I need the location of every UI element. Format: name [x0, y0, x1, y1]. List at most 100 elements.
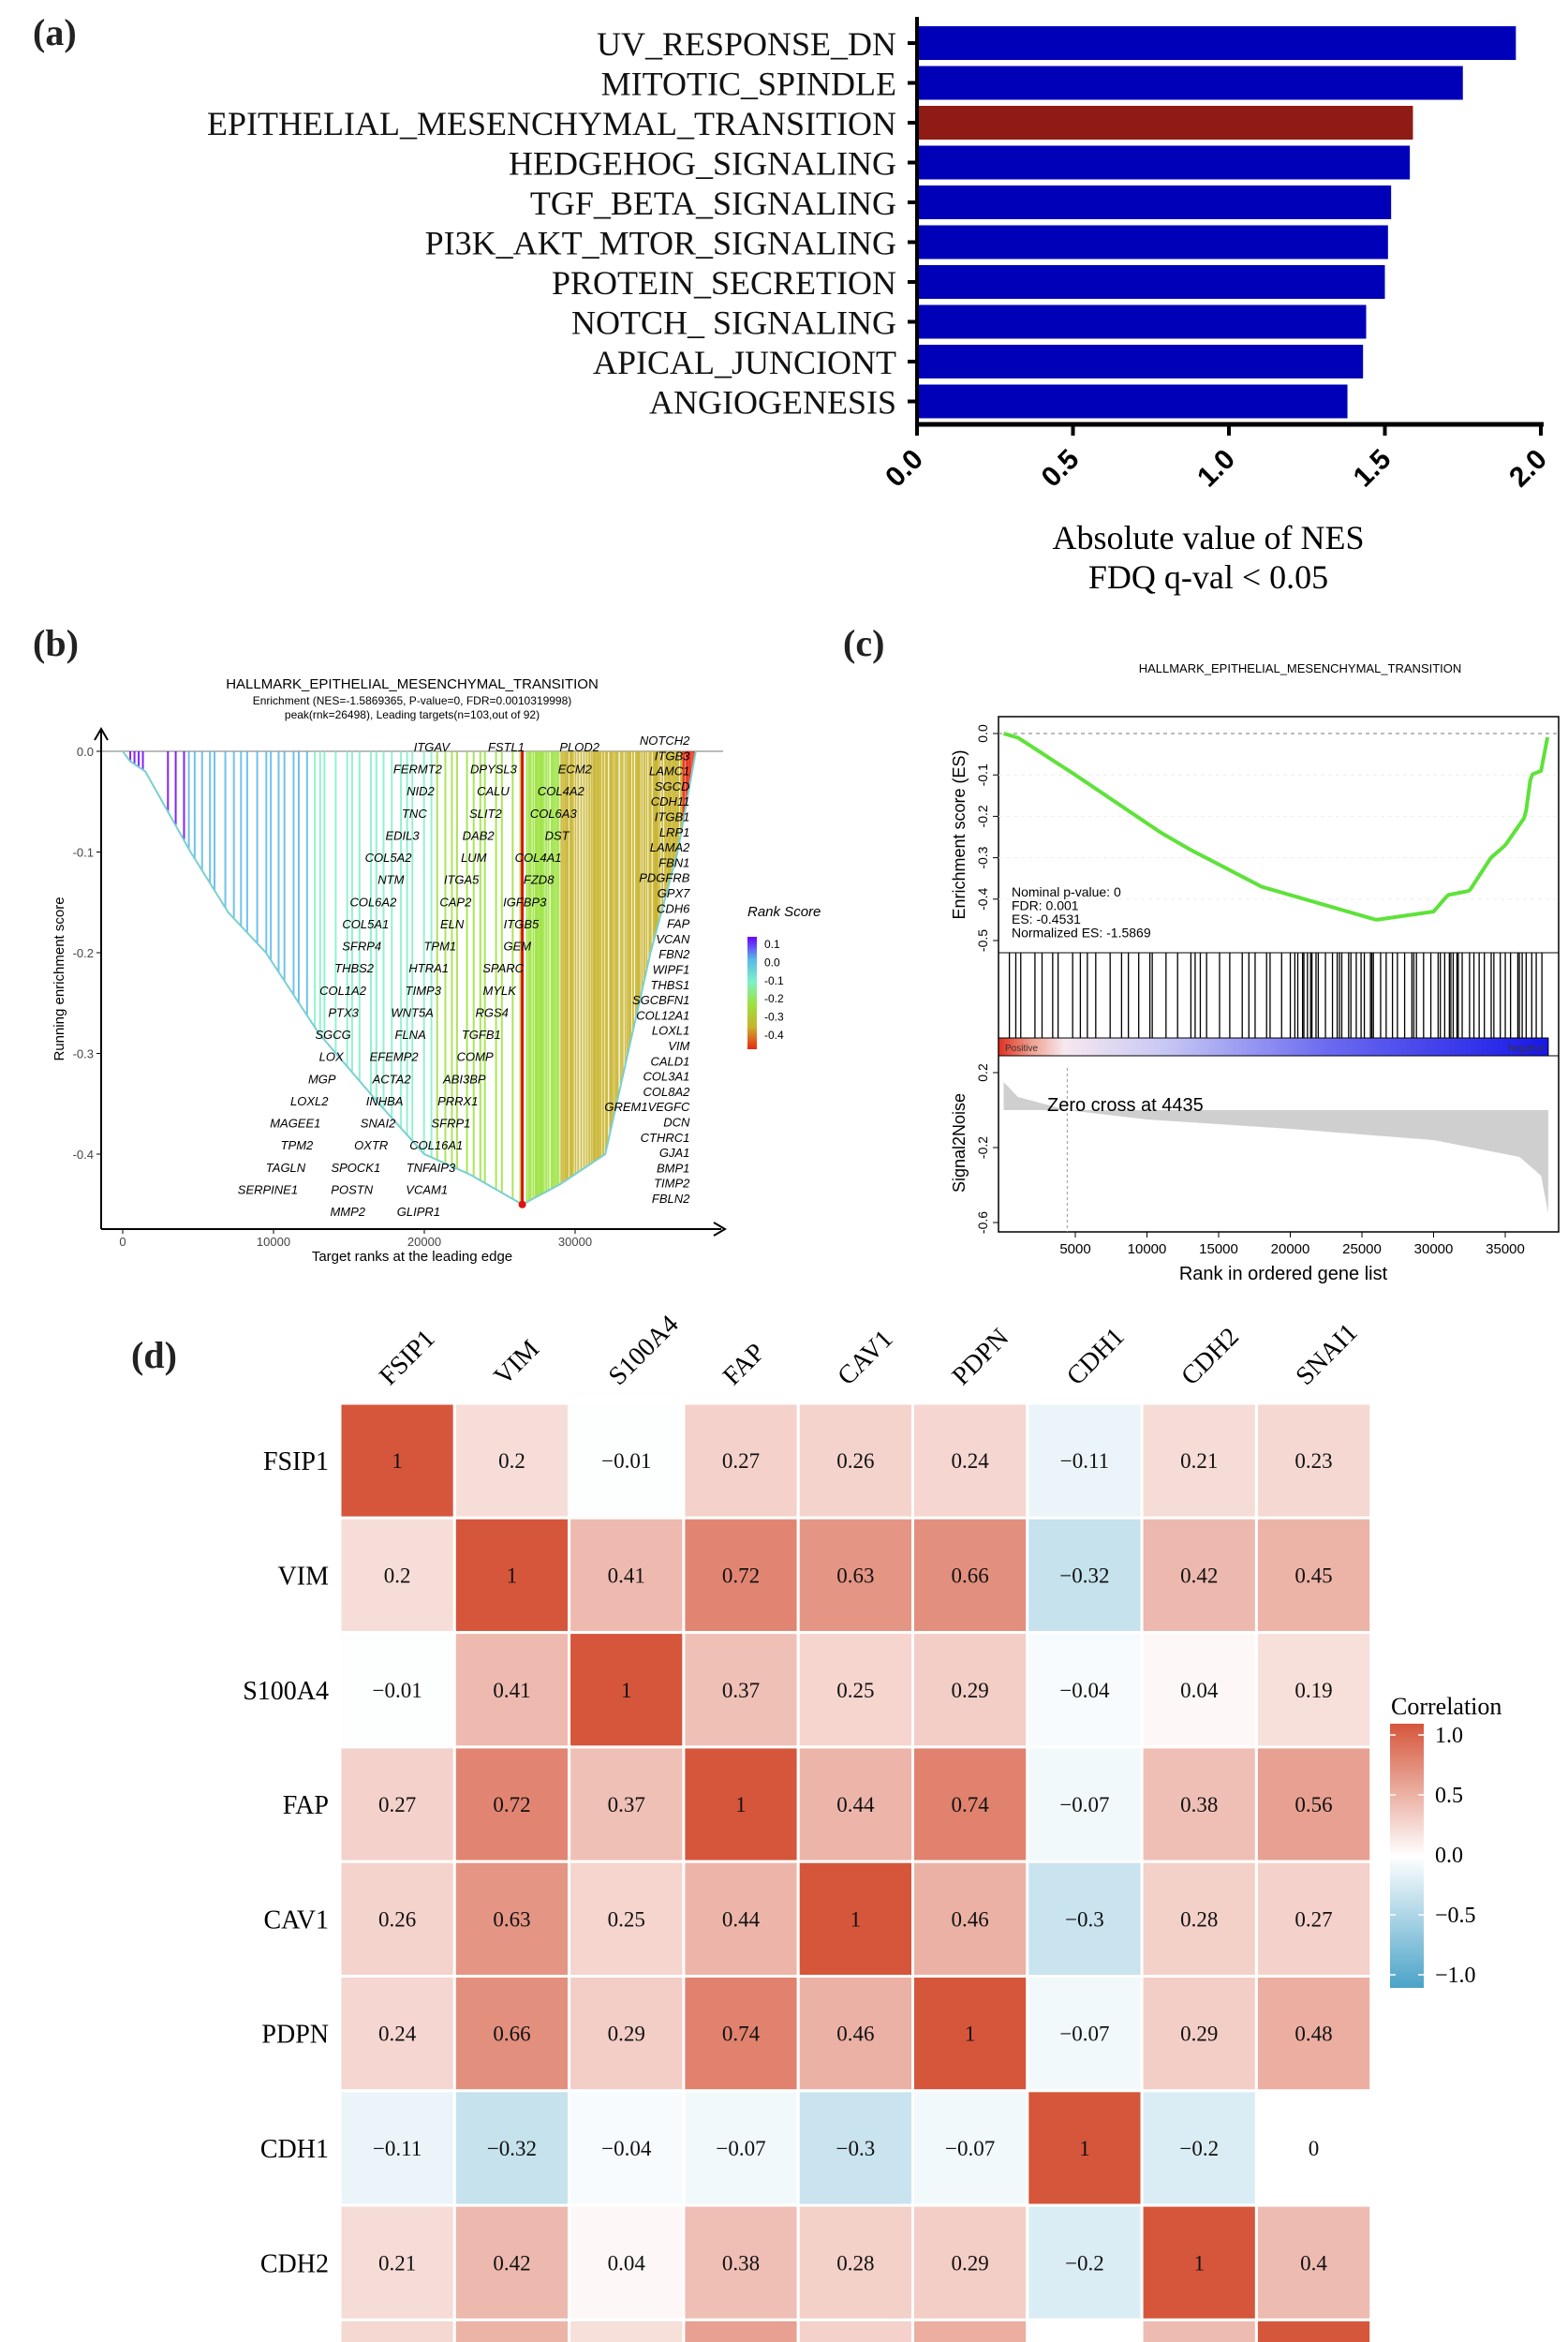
gene-label: COL16A1 [409, 1138, 463, 1152]
heatmap-cell [452, 1975, 571, 2093]
heatmap-cell [796, 1631, 915, 1749]
cell-value: −0.07 [1059, 2023, 1109, 2046]
cell-value: 0.26 [836, 1449, 874, 1473]
cell-value: 0.48 [1294, 2023, 1332, 2046]
x-axis-label: FDQ q-val < 0.05 [1088, 558, 1328, 596]
gene-label: LAMA2 [650, 840, 690, 854]
gene-label: SERPINE1 [238, 1182, 298, 1196]
heatmap-cell [796, 1860, 915, 1978]
rank-colorbar [998, 1037, 1549, 1057]
column-label: FAP [717, 1338, 771, 1391]
x-tick-label: 10000 [1128, 1241, 1167, 1257]
y-tick-label: -0.6 [975, 1211, 990, 1234]
cell-value: 0.19 [1294, 1679, 1332, 1702]
gene-label: COL1A2 [319, 984, 367, 998]
gene-label: CALU [477, 784, 510, 798]
x-tick-label: 5000 [1059, 1241, 1090, 1257]
gene-label: GEM [504, 940, 532, 954]
cell-value: 1 [621, 1679, 632, 1702]
cell-value: −0.01 [373, 1679, 422, 1702]
gene-label: FBN2 [658, 947, 690, 961]
gene-label: DCN [663, 1116, 690, 1130]
category-label: UV_RESPONSE_DN [597, 25, 896, 63]
zero-cross-label: Zero cross at 4435 [1047, 1095, 1204, 1116]
y-tick-label: 0.0 [77, 745, 94, 759]
x-tick-label: 15000 [1199, 1241, 1238, 1257]
cell-value: 0.74 [952, 1793, 990, 1816]
gene-label: COL4A2 [538, 784, 585, 798]
gene-label: THBS2 [334, 961, 375, 975]
x-axis-label: Absolute value of NES [1053, 519, 1365, 556]
cell-value: −0.11 [373, 2137, 422, 2160]
x-tick-label: 0 [119, 1235, 126, 1249]
gene-label: RGS4 [475, 1005, 508, 1019]
gene-label: POSTN [331, 1182, 373, 1196]
x-tick-label: 0.5 [1036, 444, 1086, 494]
y-tick-label: -0.5 [975, 929, 990, 952]
heatmap-cell [1026, 1631, 1144, 1749]
row-label: FSIP1 [263, 1447, 329, 1476]
category-label: PROTEIN_SECRETION [552, 264, 896, 302]
row-label: S100A4 [243, 1677, 329, 1706]
cell-value: −0.3 [836, 2137, 875, 2160]
row-label: VIM [278, 1562, 330, 1591]
heatmap-cell [1254, 1516, 1373, 1635]
gene-label: HTRA1 [408, 961, 449, 975]
stat-text: ES: -0.4531 [1012, 912, 1081, 926]
heatmap-cell [682, 1631, 800, 1749]
cell-value: 0.45 [1294, 1564, 1332, 1587]
heatmap-cell [452, 2089, 571, 2207]
gene-label: ABI3BP [442, 1072, 486, 1086]
gene-label: ELN [440, 917, 465, 931]
gene-label: GPX7 [658, 886, 690, 900]
cell-value: 0.25 [608, 1907, 645, 1931]
heatmap-cell [911, 1401, 1029, 1519]
cell-value: 0.56 [1294, 1793, 1332, 1816]
gene-label: DPYSL3 [470, 763, 518, 777]
cell-value: 0.37 [608, 1793, 645, 1816]
x-tick-label: 35000 [1486, 1241, 1525, 1257]
gene-label: GLIPR1 [397, 1205, 440, 1219]
gene-label: COMP [457, 1050, 494, 1064]
cell-value: 0.2 [498, 1449, 525, 1473]
gene-label: MGP [308, 1072, 336, 1086]
cell-value: −0.11 [1060, 1449, 1109, 1473]
heatmap-cell [568, 1516, 686, 1635]
legend-colorbar [747, 937, 757, 1049]
x-tick-label: 2.0 [1503, 444, 1553, 494]
heatmap-cell [796, 1516, 915, 1635]
bar [917, 185, 1392, 219]
cell-value: 0.04 [1180, 1679, 1219, 1702]
x-tick-label: 1.0 [1191, 444, 1241, 494]
heatmap-cell [796, 2089, 915, 2207]
legend-title: Correlation [1391, 1693, 1501, 1720]
gene-label: SPOCK1 [331, 1161, 380, 1175]
heatmap-cell [1254, 1860, 1373, 1978]
stat-text: FDR: 0.001 [1012, 898, 1079, 913]
heatmap-cell [1026, 1745, 1144, 1863]
heatmap-cell [452, 2318, 571, 2342]
gene-label: INHBA [366, 1094, 404, 1108]
gene-label: TPM2 [281, 1138, 314, 1152]
heatmap-cell [1140, 2318, 1258, 2342]
gene-label: FBN1 [658, 855, 689, 869]
gene-label: COL8A2 [643, 1085, 690, 1099]
legend-colorbar [1390, 1724, 1424, 1988]
heatmap-cell [338, 1975, 456, 2093]
gene-label: THBS1 [650, 978, 689, 992]
gene-label: PTX3 [328, 1005, 359, 1019]
category-label: HEDGEHOG_SIGNALING [509, 145, 896, 183]
bar [917, 66, 1463, 100]
positive-label: Positive [1005, 1044, 1038, 1054]
gene-label: CDH11 [651, 794, 690, 808]
bar [917, 26, 1516, 60]
cell-value: −0.32 [487, 2137, 537, 2160]
gene-label: SFRP1 [431, 1117, 470, 1131]
gene-label: COL6A2 [349, 895, 397, 909]
gene-label: LOXL2 [290, 1094, 329, 1108]
heatmap-cell [911, 2318, 1029, 2342]
panel-d-correlation-heatmap: FSIP1 1 0.2 −0.01 0.27 0.26 0.24 −0.11 0.21 0.23V… [243, 1310, 1501, 2342]
gene-label: TPM1 [423, 940, 456, 954]
cell-value: 1 [1194, 2251, 1206, 2275]
gene-label: NID2 [407, 784, 435, 798]
